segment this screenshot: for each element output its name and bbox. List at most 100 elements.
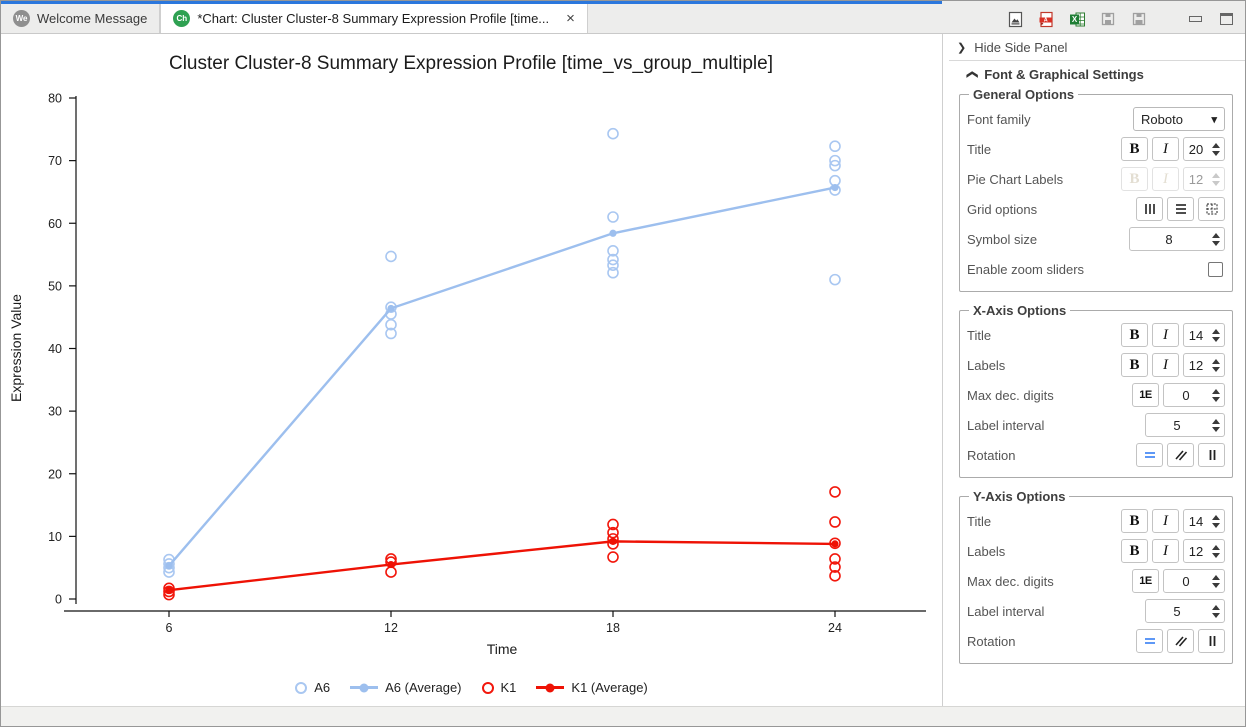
spin-down-icon[interactable]: [1212, 522, 1220, 528]
svg-text:18: 18: [606, 621, 620, 635]
spin-down-icon[interactable]: [1212, 366, 1220, 372]
x-labels-size-spinner[interactable]: 12: [1183, 353, 1225, 377]
section-title: Font & Graphical Settings: [984, 66, 1144, 82]
title-bold-button[interactable]: B: [1121, 137, 1148, 161]
spin-up-icon[interactable]: [1212, 388, 1220, 394]
y-title-bold-button[interactable]: B: [1121, 509, 1148, 533]
spin-down-icon[interactable]: [1212, 336, 1220, 342]
x-rotation-diagonal-button[interactable]: [1167, 443, 1194, 467]
y-label-interval-spinner[interactable]: 5: [1145, 599, 1225, 623]
general-options-group: General Options Font family Roboto ▾ Tit…: [959, 87, 1233, 292]
bold-icon: B: [1129, 512, 1140, 529]
y-max-dec-spinner[interactable]: 0: [1163, 569, 1225, 593]
title-size-spinner[interactable]: 20: [1183, 137, 1225, 161]
y-rotation-vertical-button[interactable]: [1198, 629, 1225, 653]
spin-down-icon[interactable]: [1212, 552, 1220, 558]
spin-down-icon: [1212, 180, 1220, 186]
y-labels-size-value: 12: [1188, 543, 1204, 559]
x-title-italic-button[interactable]: I: [1152, 323, 1179, 347]
svg-text:10: 10: [48, 530, 62, 544]
bottom-status-strip: [1, 706, 1245, 726]
spin-down-icon[interactable]: [1212, 150, 1220, 156]
spin-up-icon[interactable]: [1212, 142, 1220, 148]
spin-up-icon[interactable]: [1212, 514, 1220, 520]
horizontal-gridlines-button[interactable]: [1167, 197, 1194, 221]
y-labels-italic-button[interactable]: I: [1152, 539, 1179, 563]
full-grid-button[interactable]: [1198, 197, 1225, 221]
x-label-interval-arrows[interactable]: [1208, 414, 1224, 436]
x-title-bold-button[interactable]: B: [1121, 323, 1148, 347]
x-max-dec-arrows[interactable]: [1208, 384, 1224, 406]
x-sci-notation-button[interactable]: 1E: [1132, 383, 1159, 407]
minimize-button[interactable]: [1186, 10, 1204, 28]
y-label-interval-arrows[interactable]: [1208, 600, 1224, 622]
y-title-italic-button[interactable]: I: [1152, 509, 1179, 533]
x-rotation-horizontal-button[interactable]: [1136, 443, 1163, 467]
hide-side-panel-button[interactable]: ❯ Hide Side Panel: [949, 34, 1245, 61]
spin-down-icon[interactable]: [1212, 240, 1220, 246]
x-labels-bold-button[interactable]: B: [1121, 353, 1148, 377]
scientific-notation-icon: 1E: [1139, 575, 1152, 587]
tab-welcome-message[interactable]: We Welcome Message: [1, 4, 161, 33]
spin-up-icon: [1212, 172, 1220, 178]
enable-zoom-sliders-checkbox[interactable]: [1208, 261, 1223, 277]
title-size-arrows[interactable]: [1208, 138, 1224, 160]
x-max-dec-spinner[interactable]: 0: [1163, 383, 1225, 407]
spin-down-icon[interactable]: [1212, 582, 1220, 588]
svg-text:0: 0: [55, 593, 62, 607]
spin-down-icon[interactable]: [1212, 612, 1220, 618]
x-labels-size-arrows[interactable]: [1208, 354, 1224, 376]
spin-down-icon[interactable]: [1212, 396, 1220, 402]
y-rotation-diagonal-button[interactable]: [1167, 629, 1194, 653]
rotation-diagonal-icon: [1174, 636, 1187, 647]
general-options-legend: General Options: [973, 87, 1075, 102]
spin-up-icon[interactable]: [1212, 604, 1220, 610]
vertical-gridlines-button[interactable]: [1136, 197, 1163, 221]
y-max-dec-arrows[interactable]: [1208, 570, 1224, 592]
x-labels-italic-button[interactable]: I: [1152, 353, 1179, 377]
legend-item[interactable]: A6: [295, 680, 330, 695]
spin-up-icon[interactable]: [1212, 358, 1220, 364]
spin-down-icon[interactable]: [1212, 426, 1220, 432]
y-labels-size-arrows[interactable]: [1208, 540, 1224, 562]
pie-size-spinner: 12: [1183, 167, 1225, 191]
chevron-up-icon: ❯: [966, 69, 979, 79]
legend-item[interactable]: A6 (Average): [350, 680, 462, 695]
x-rotation-vertical-button[interactable]: [1198, 443, 1225, 467]
export-excel-button[interactable]: X: [1068, 10, 1086, 28]
export-pdf-button[interactable]: A: [1037, 10, 1055, 28]
y-labels-size-spinner[interactable]: 12: [1183, 539, 1225, 563]
symbol-size-spinner[interactable]: 8: [1129, 227, 1225, 251]
x-title-size-arrows[interactable]: [1208, 324, 1224, 346]
symbol-size-arrows[interactable]: [1208, 228, 1224, 250]
x-label-interval-spinner[interactable]: 5: [1145, 413, 1225, 437]
title-font-row: Title B I 20: [967, 134, 1225, 164]
y-rotation-horizontal-button[interactable]: [1136, 629, 1163, 653]
tab-chart[interactable]: Ch *Chart: Cluster Cluster-8 Summary Exp…: [160, 4, 588, 33]
save-all-button[interactable]: [1130, 10, 1148, 28]
svg-text:30: 30: [48, 405, 62, 419]
font-family-select[interactable]: Roboto ▾: [1133, 107, 1225, 131]
y-labels-bold-button[interactable]: B: [1121, 539, 1148, 563]
save-button[interactable]: [1099, 10, 1117, 28]
x-title-size-spinner[interactable]: 14: [1183, 323, 1225, 347]
close-tab-icon[interactable]: ×: [566, 10, 575, 27]
italic-icon: I: [1163, 326, 1168, 343]
spin-up-icon[interactable]: [1212, 574, 1220, 580]
spin-up-icon[interactable]: [1212, 328, 1220, 334]
y-title-size-arrows[interactable]: [1208, 510, 1224, 532]
spin-up-icon[interactable]: [1212, 544, 1220, 550]
spin-up-icon[interactable]: [1212, 418, 1220, 424]
export-image-button[interactable]: [1006, 10, 1024, 28]
legend-label: K1 (Average): [571, 680, 648, 695]
legend-item[interactable]: K1 (Average): [536, 680, 648, 695]
maximize-button[interactable]: [1217, 10, 1235, 28]
y-title-size-spinner[interactable]: 14: [1183, 509, 1225, 533]
spin-up-icon[interactable]: [1212, 232, 1220, 238]
pie-chart-labels-label: Pie Chart Labels: [967, 171, 1064, 187]
y-sci-notation-button[interactable]: 1E: [1132, 569, 1159, 593]
title-italic-button[interactable]: I: [1152, 137, 1179, 161]
font-graphical-settings-header[interactable]: ❯ Font & Graphical Settings: [949, 61, 1245, 87]
legend-item[interactable]: K1: [481, 680, 516, 695]
